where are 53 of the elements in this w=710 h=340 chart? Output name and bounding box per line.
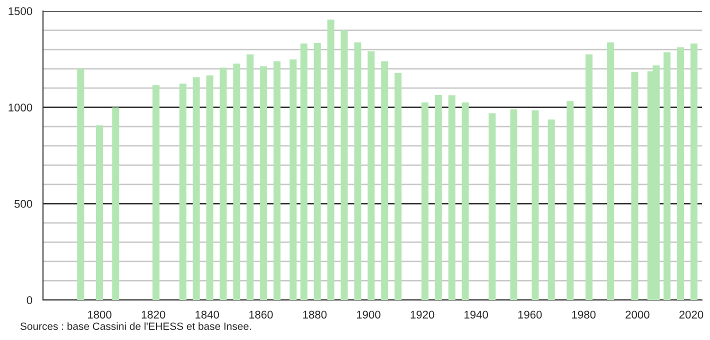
x-tick-label: 2020 [679,310,704,319]
bar [260,66,268,300]
bar [690,44,698,300]
bar [368,51,375,300]
bar [96,125,103,300]
y-tick-label: 0 [26,296,32,304]
bar [300,44,308,300]
x-tick-label: 1880 [303,310,327,319]
bar [532,110,539,300]
bar [381,61,388,300]
bar [112,108,120,300]
x-tick-label: 1980 [572,310,596,319]
bar [548,119,555,300]
bar [421,102,428,300]
y-tick-label: 1000 [8,104,32,112]
bar [246,54,254,300]
bar [179,84,186,300]
bar [676,47,684,300]
x-tick-label: 2000 [626,310,650,319]
bar [664,52,671,300]
y-tick-label: 1500 [8,7,32,16]
x-tick-label: 1820 [142,310,166,319]
bar [290,59,297,300]
bar [448,95,456,300]
y-tick-label: 500 [14,200,32,208]
bar [631,72,638,300]
bar [314,42,321,300]
source-note: Sources : base Cassini de l'EHESS et base Insee. [20,322,251,330]
bar [233,64,240,300]
x-tick-label: 1960 [518,310,542,319]
x-tick-label: 1840 [196,310,220,319]
bar [354,42,362,300]
bar [510,109,518,300]
x-tick-label: 1800 [88,310,112,319]
bar [220,68,227,300]
bar [340,30,348,300]
bar [462,102,469,300]
bar [192,77,200,300]
bar [488,113,496,300]
bar [566,101,574,300]
bar [274,61,281,300]
x-tick-label: 1860 [249,310,273,319]
x-tick-label: 1920 [410,310,434,319]
bar [607,42,614,300]
bar [327,20,334,300]
bar [394,73,402,300]
x-tick-label: 1940 [464,310,488,319]
bar [434,95,442,300]
bar [206,75,214,300]
bar [586,54,593,300]
bar [152,85,160,300]
x-tick-label: 1900 [356,310,380,319]
bar [77,68,84,300]
